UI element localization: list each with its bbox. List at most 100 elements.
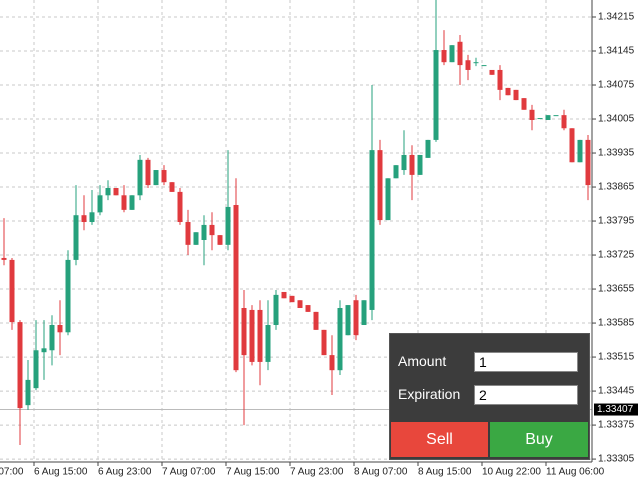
x-tick-label: 7 Aug 07:00: [162, 467, 216, 478]
candle-body: [145, 159, 151, 186]
y-tick-label: 1.33865: [598, 182, 635, 193]
candle-body: [393, 165, 399, 179]
y-tick-label: 1.34005: [598, 114, 635, 125]
candle-body: [105, 188, 111, 196]
candle-body: [433, 50, 439, 140]
sell-button[interactable]: Sell: [391, 422, 488, 457]
candle-body: [25, 379, 31, 406]
y-tick-label: 1.34145: [598, 46, 635, 57]
candle-body: [385, 178, 391, 221]
candle-body: [513, 89, 519, 101]
candle-body: [449, 45, 455, 63]
candle-body: [193, 232, 199, 245]
candle-body: [489, 69, 495, 75]
amount-input[interactable]: 1: [474, 352, 578, 372]
current-price-tag: [594, 403, 638, 416]
candle-body: [57, 325, 63, 333]
candle-body: [33, 350, 39, 389]
candle-body: [521, 98, 527, 110]
x-tick-label: 8 Aug 15:00: [418, 467, 472, 478]
candle-body: [289, 295, 295, 303]
y-tick-label: 1.34215: [598, 12, 635, 23]
y-tick-label: 1.33515: [598, 352, 635, 363]
candle-body: [417, 154, 423, 175]
candle-body: [545, 115, 551, 120]
candle-body: [561, 115, 567, 129]
candle-body: [209, 224, 215, 236]
candle-body: [153, 170, 159, 186]
y-tick-label: 1.33935: [598, 148, 635, 159]
y-tick-label: 1.33585: [598, 318, 635, 329]
candle-body: [337, 308, 343, 371]
candle-body: [41, 348, 47, 353]
y-tick-label: 1.33655: [598, 284, 635, 295]
candle-body: [73, 215, 79, 260]
candle-body: [457, 41, 463, 66]
x-tick-label: 8 Aug 07:00: [354, 467, 408, 478]
candle-body: [369, 150, 375, 310]
candle-body: [225, 206, 231, 245]
candle-body: [17, 322, 23, 409]
candle-body: [217, 235, 223, 245]
candle-body: [137, 159, 143, 196]
amount-label: Amount: [398, 353, 447, 369]
x-tick-label: 7 Aug 23:00: [290, 467, 344, 478]
candle-body: [89, 212, 95, 223]
candle-body: [585, 139, 591, 186]
candle-body: [409, 154, 415, 175]
candle-body: [473, 62, 479, 64]
candle-body: [169, 182, 175, 192]
candle-body: [113, 188, 119, 196]
y-tick-label: 1.33725: [598, 250, 635, 261]
current-price-label: 1.33407: [597, 404, 634, 415]
candle-body: [505, 87, 511, 96]
candle-body: [425, 139, 431, 158]
candle-body: [497, 69, 503, 90]
x-tick-label: 7 Aug 15:00: [226, 467, 280, 478]
candle-body: [377, 150, 383, 221]
candle-body: [441, 50, 447, 63]
candle-body: [121, 195, 127, 210]
x-tick-label: 6 Aug 23:00: [98, 467, 152, 478]
candle-body: [529, 109, 535, 120]
x-tick-label: 10 Aug 22:00: [482, 467, 541, 478]
candle-body: [297, 300, 303, 308]
candle-body: [129, 195, 135, 210]
x-tick-label: 6 Aug 15:00: [34, 467, 88, 478]
y-tick-label: 1.33445: [598, 386, 635, 397]
x-tick-label: 7 Aug 07:00: [0, 467, 24, 478]
candle-body: [305, 305, 311, 312]
candle-body: [361, 300, 367, 326]
expiration-input[interactable]: 2: [474, 385, 578, 405]
candle-body: [345, 305, 351, 336]
candle-body: [241, 308, 247, 356]
candle-body: [201, 224, 207, 240]
candle-body: [97, 195, 103, 213]
buy-button[interactable]: Buy: [490, 422, 588, 457]
candle-body: [265, 325, 271, 362]
candle-body: [249, 309, 255, 362]
y-tick-label: 1.33795: [598, 216, 635, 227]
y-tick-label: 1.34075: [598, 80, 635, 91]
candle-body: [81, 215, 87, 223]
candle-body: [465, 60, 471, 70]
candle-body: [1, 257, 7, 260]
candle-body: [273, 294, 279, 326]
candle-body: [537, 118, 543, 120]
candle-body: [65, 259, 71, 333]
candle-body: [185, 222, 191, 245]
trade-panel: Amount 1 Expiration 2 Sell Buy: [389, 333, 590, 460]
candle-body: [257, 309, 263, 362]
candle-body: [329, 355, 335, 371]
candle-body: [569, 128, 575, 163]
candle-body: [321, 329, 327, 356]
x-tick-label: 11 Aug 06:00: [546, 467, 605, 478]
candle-body: [49, 325, 55, 351]
candle-body: [577, 139, 583, 163]
y-tick-label: 1.33305: [598, 454, 635, 465]
candle-body: [161, 170, 167, 183]
candle-body: [281, 291, 287, 299]
candle-body: [401, 154, 407, 171]
